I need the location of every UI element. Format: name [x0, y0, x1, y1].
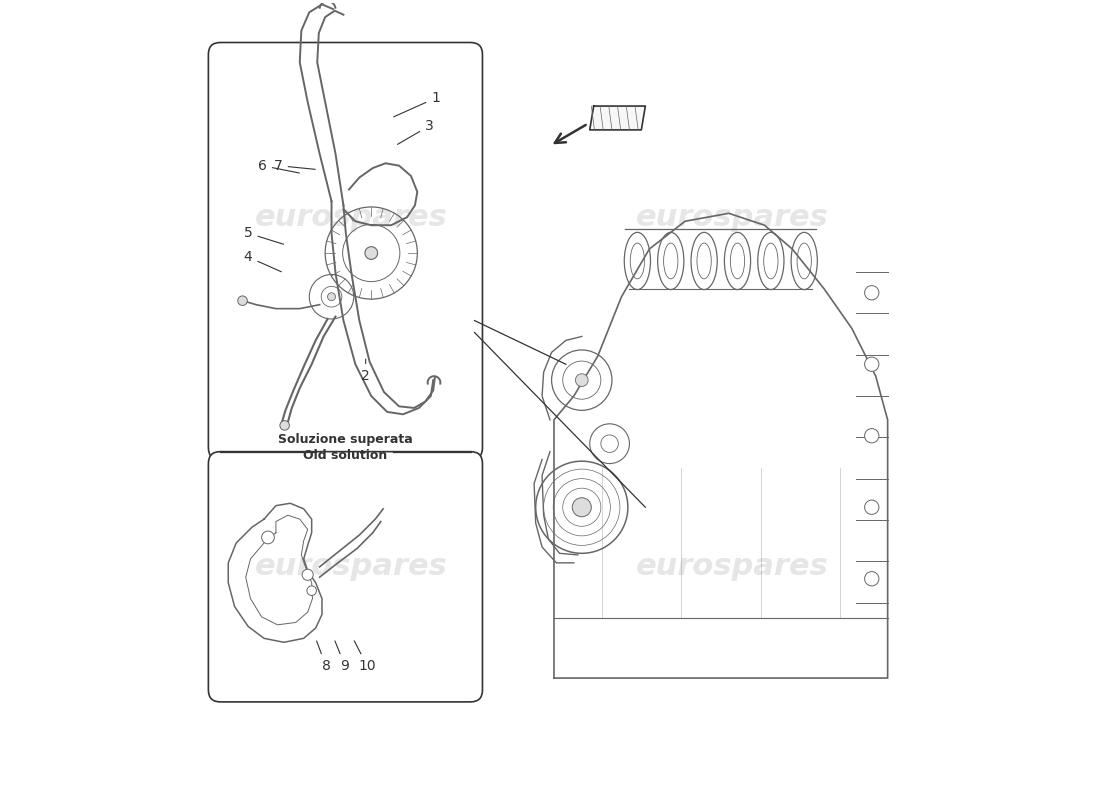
Circle shape: [238, 296, 248, 306]
Text: 4: 4: [244, 250, 282, 272]
Circle shape: [865, 286, 879, 300]
FancyBboxPatch shape: [208, 452, 483, 702]
Text: Soluzione superata: Soluzione superata: [277, 434, 412, 446]
Text: eurospares: eurospares: [636, 202, 829, 232]
Circle shape: [328, 293, 336, 301]
Circle shape: [279, 421, 289, 430]
Text: eurospares: eurospares: [636, 552, 829, 582]
Circle shape: [262, 531, 274, 544]
Text: 6: 6: [258, 158, 299, 173]
Text: 8: 8: [317, 641, 330, 673]
Text: 3: 3: [397, 119, 433, 144]
Circle shape: [865, 357, 879, 371]
Circle shape: [865, 500, 879, 514]
Circle shape: [575, 374, 589, 386]
Text: eurospares: eurospares: [255, 552, 448, 582]
Circle shape: [365, 246, 377, 259]
Text: 7: 7: [274, 158, 316, 173]
Text: 9: 9: [334, 641, 350, 673]
Text: Old solution: Old solution: [302, 449, 387, 462]
Text: 2: 2: [361, 359, 370, 383]
FancyBboxPatch shape: [208, 42, 483, 459]
Text: eurospares: eurospares: [255, 202, 448, 232]
Text: 1: 1: [394, 91, 440, 117]
Circle shape: [865, 429, 879, 443]
Text: 5: 5: [244, 226, 284, 244]
Polygon shape: [590, 106, 646, 130]
Circle shape: [865, 571, 879, 586]
Text: 10: 10: [354, 641, 376, 673]
Circle shape: [572, 498, 592, 517]
Circle shape: [302, 570, 313, 580]
Circle shape: [307, 586, 317, 595]
